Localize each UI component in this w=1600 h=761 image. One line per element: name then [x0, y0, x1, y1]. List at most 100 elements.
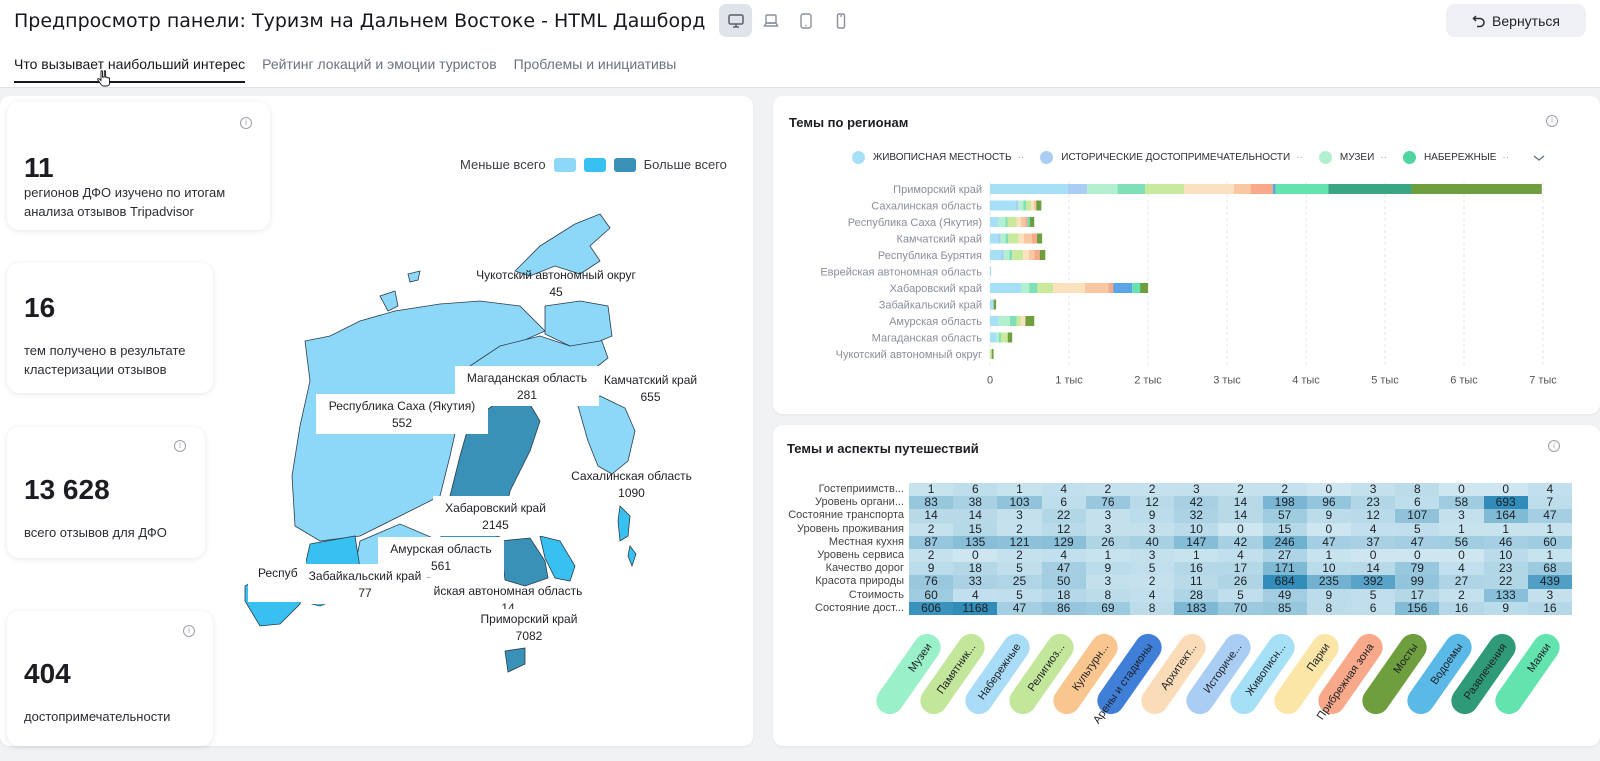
heatmap-cell[interactable]: 3: [1130, 522, 1175, 536]
heatmap-cell[interactable]: 9: [1483, 601, 1528, 615]
heatmap-cell[interactable]: 147: [1174, 535, 1219, 549]
bar-segment[interactable]: [1031, 233, 1037, 244]
bar-segment[interactable]: [1250, 184, 1273, 194]
bar-segment[interactable]: [990, 349, 992, 359]
tab-rating[interactable]: Рейтинг локаций и эмоции туристов: [262, 56, 497, 72]
heatmap-cell[interactable]: 46: [1483, 535, 1528, 549]
bar-segment[interactable]: [1009, 250, 1013, 260]
bar-segment[interactable]: [1027, 217, 1030, 227]
heatmap-cell[interactable]: 164: [1483, 509, 1528, 523]
heatmap-cell[interactable]: 3: [1085, 522, 1130, 536]
heatmap-cell[interactable]: 1: [997, 482, 1042, 497]
heatmap-cell[interactable]: 684: [1262, 575, 1307, 589]
heatmap-cell[interactable]: 14: [1218, 509, 1263, 523]
heatmap-cell[interactable]: 10: [1174, 522, 1219, 536]
bar-segment[interactable]: [1036, 233, 1043, 244]
bar-segment[interactable]: [1184, 184, 1235, 194]
heatmap-cell[interactable]: 16: [1439, 601, 1484, 615]
heatmap-cell[interactable]: 68: [1527, 561, 1572, 576]
legend-item[interactable]: МУЗЕИ ··: [1318, 151, 1397, 164]
bar-segment[interactable]: [1015, 200, 1019, 211]
heatmap-cell[interactable]: 14: [1351, 561, 1396, 576]
bar-segment[interactable]: [1272, 184, 1276, 194]
heatmap-cell[interactable]: 32: [1174, 509, 1219, 523]
heatmap-cell[interactable]: 5: [1395, 522, 1440, 536]
region-chukotka-south[interactable]: [544, 300, 613, 347]
info-icon[interactable]: i: [174, 440, 186, 452]
heatmap-cell[interactable]: 25: [997, 575, 1042, 589]
heatmap-cell[interactable]: 439: [1527, 575, 1572, 589]
bar-segment[interactable]: [991, 349, 994, 359]
heatmap-cell[interactable]: 3: [1351, 482, 1396, 497]
heatmap-cell[interactable]: 99: [1395, 575, 1440, 589]
heatmap-cell[interactable]: 2: [1130, 575, 1175, 589]
bar-segment[interactable]: [1025, 200, 1032, 211]
legend-item[interactable]: ИСТОРИЧЕСКИЕ ДОСТОПРИМЕЧАТЕЛЬНОСТИ ··: [1040, 151, 1313, 164]
bar-segment[interactable]: [1029, 217, 1035, 227]
bar-segment[interactable]: [990, 200, 1016, 211]
heatmap-cell[interactable]: 87: [909, 535, 954, 549]
heatmap-cell[interactable]: 79: [1395, 561, 1440, 576]
bar-segment[interactable]: [1036, 200, 1042, 211]
heatmap-cell[interactable]: 2: [997, 548, 1042, 563]
heatmap-cell[interactable]: 0: [1439, 548, 1484, 563]
heatmap-cell[interactable]: 85: [1262, 601, 1307, 615]
heatmap-cell[interactable]: 16: [1527, 601, 1572, 615]
heatmap-cell[interactable]: 27: [1439, 575, 1484, 589]
heatmap-cell[interactable]: 47: [1306, 535, 1351, 549]
heatmap-cell[interactable]: 1: [1483, 522, 1528, 536]
heatmap-cell[interactable]: 12: [1130, 495, 1175, 510]
heatmap-cell[interactable]: 4: [1041, 548, 1086, 563]
bar-segment[interactable]: [996, 332, 999, 343]
bar-segment[interactable]: [1018, 200, 1024, 211]
heatmap-cell[interactable]: 22: [1041, 509, 1086, 523]
tab-interest[interactable]: Что вызывает наибольший интерес: [14, 56, 246, 83]
bar-segment[interactable]: [1053, 283, 1085, 293]
heatmap-cell[interactable]: 156: [1395, 601, 1440, 615]
bar-segment[interactable]: [1016, 316, 1021, 326]
heatmap-cell[interactable]: 42: [1218, 535, 1263, 549]
heatmap-cell[interactable]: 47: [997, 601, 1042, 615]
heatmap-cell[interactable]: 1: [1306, 548, 1351, 563]
region-sakhalin[interactable]: [539, 535, 576, 582]
heatmap-cell[interactable]: 70: [1218, 601, 1263, 615]
heatmap-cell[interactable]: 8: [1130, 601, 1175, 615]
bar-segment[interactable]: [1140, 283, 1148, 293]
heatmap-cell[interactable]: 14: [909, 509, 954, 523]
heatmap-cell[interactable]: 0: [953, 548, 998, 563]
heatmap-cell[interactable]: 5: [997, 561, 1042, 576]
heatmap-cell[interactable]: 1: [1085, 548, 1130, 563]
heatmap-cell[interactable]: 183: [1174, 601, 1219, 615]
region-primorsky-south[interactable]: [504, 647, 526, 673]
heatmap-cell[interactable]: 171: [1262, 561, 1307, 576]
heatmap-cell[interactable]: 57: [1262, 509, 1307, 523]
heatmap-cell[interactable]: 1: [1439, 522, 1484, 536]
region-kuril[interactable]: [627, 545, 637, 568]
heatmap-cell[interactable]: 40: [1130, 535, 1175, 549]
bar-segment[interactable]: [1328, 184, 1412, 194]
heatmap-cell[interactable]: 3: [1085, 575, 1130, 589]
bar-segment[interactable]: [1108, 283, 1114, 293]
bar-segment[interactable]: [990, 217, 999, 227]
heatmap-cell[interactable]: 11: [1174, 575, 1219, 589]
heatmap-cell[interactable]: 76: [1085, 495, 1130, 510]
heatmap-cell[interactable]: 107: [1395, 509, 1440, 523]
heatmap-cell[interactable]: 4: [1041, 482, 1086, 497]
heatmap-cell[interactable]: 2: [1439, 588, 1484, 602]
heatmap-cell[interactable]: 60: [1527, 535, 1572, 549]
heatmap-cell[interactable]: 86: [1041, 601, 1086, 615]
bar-segment[interactable]: [998, 217, 1006, 227]
heatmap-cell[interactable]: 15: [1262, 522, 1307, 536]
heatmap-cell[interactable]: 56: [1439, 535, 1484, 549]
bar-segment[interactable]: [1087, 184, 1118, 194]
desktop-view-button[interactable]: [719, 4, 752, 37]
heatmap-cell[interactable]: 10: [1483, 548, 1528, 563]
bar-segment[interactable]: [1018, 233, 1024, 244]
bar-segment[interactable]: [1037, 283, 1054, 293]
heatmap-cell[interactable]: 135: [953, 535, 998, 549]
heatmap-cell[interactable]: 3: [1439, 509, 1484, 523]
heatmap-cell[interactable]: 60: [909, 588, 954, 602]
bar-segment[interactable]: [1028, 250, 1035, 260]
tab-problems[interactable]: Проблемы и инициативы: [513, 56, 677, 72]
bar-segment[interactable]: [1009, 316, 1017, 326]
